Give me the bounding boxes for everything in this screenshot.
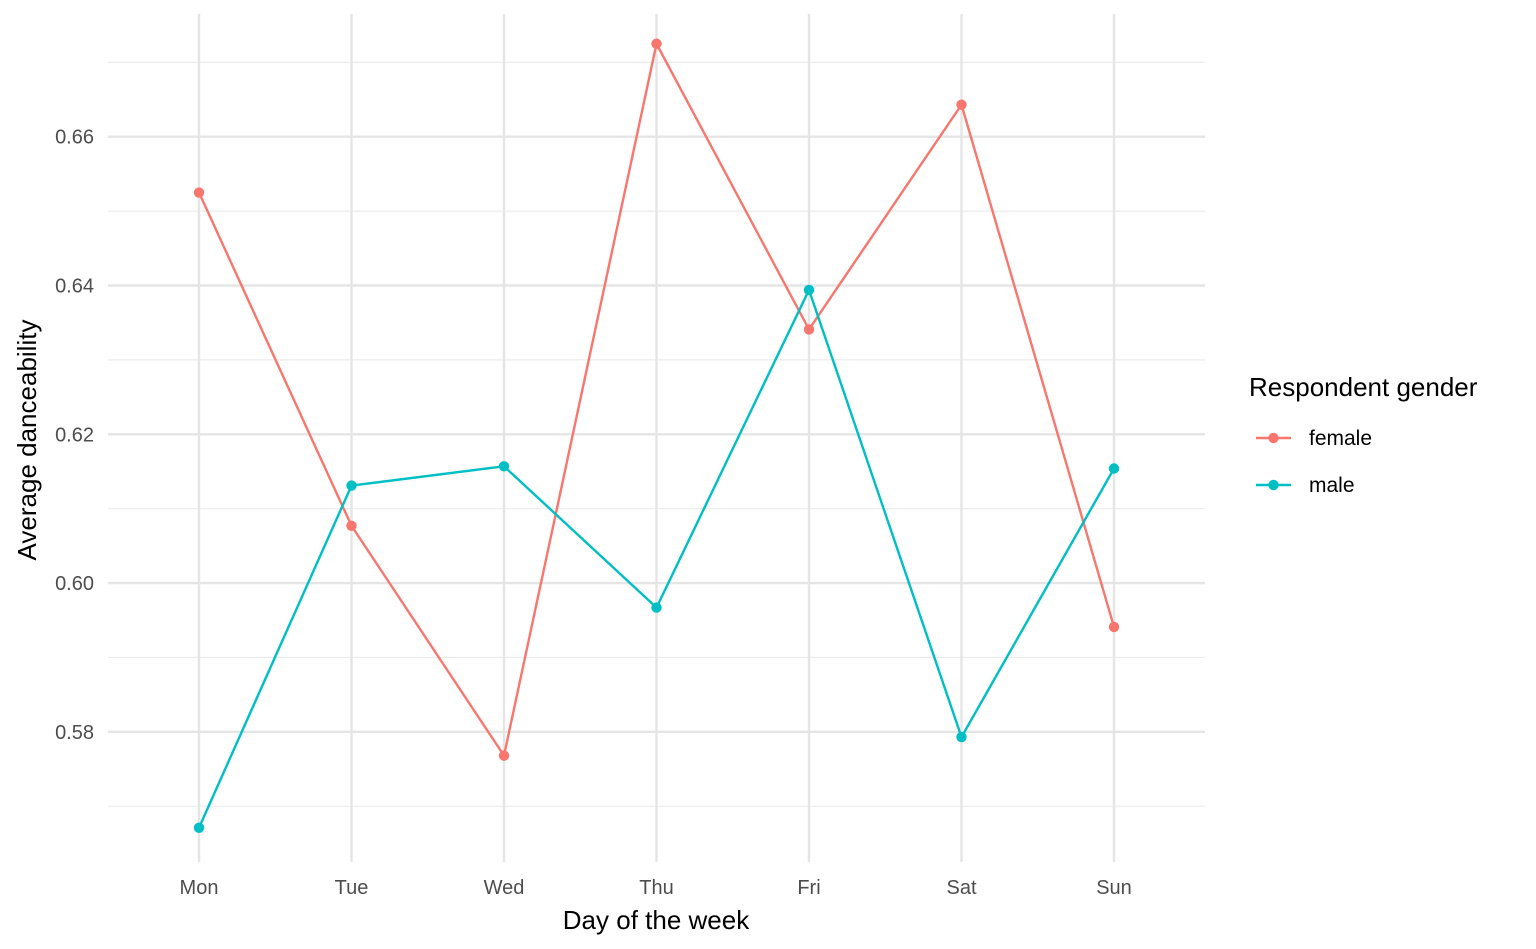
y-tick-label: 0.62 [55, 424, 94, 446]
grid-lines [108, 14, 1205, 862]
legend: Respondent gender female male [1249, 372, 1478, 497]
x-tick-label: Thu [639, 877, 673, 899]
legend-item-female: female [1256, 427, 1372, 450]
legend-item-male: male [1256, 474, 1355, 497]
data-point-male [1108, 463, 1120, 474]
data-point-female [193, 187, 205, 198]
x-axis-tick-labels: Mon Tue Wed Thu Fri Sat Sun [180, 877, 1132, 899]
y-tick-label: 0.64 [55, 276, 94, 298]
y-axis-tick-labels: 0.58 0.60 0.62 0.64 0.66 [55, 127, 94, 744]
x-tick-label: Sat [946, 877, 976, 899]
data-point-male [803, 284, 815, 296]
data-point-male [651, 602, 662, 613]
legend-title: Respondent gender [1249, 372, 1478, 402]
data-point-female [498, 750, 510, 761]
x-tick-label: Tue [335, 877, 369, 899]
data-point-female [1108, 621, 1120, 633]
y-axis-title: Average danceability [12, 320, 42, 561]
y-tick-label: 0.66 [55, 127, 94, 149]
y-tick-label: 0.60 [55, 573, 94, 595]
x-tick-label: Sun [1096, 877, 1132, 899]
data-point-female [346, 520, 357, 531]
legend-key-point [1268, 432, 1279, 444]
x-tick-label: Fri [797, 877, 820, 899]
series-points [193, 38, 1120, 833]
data-point-male [498, 461, 510, 472]
x-tick-label: Wed [484, 877, 525, 899]
data-point-female [651, 38, 662, 49]
data-point-female [956, 99, 967, 110]
y-tick-label: 0.58 [55, 722, 94, 744]
data-point-male [956, 731, 967, 743]
data-point-male [346, 480, 357, 491]
legend-key-point [1268, 479, 1279, 491]
legend-label: female [1309, 427, 1372, 450]
x-axis-title: Day of the week [563, 905, 750, 935]
legend-items: female male [1256, 427, 1372, 497]
data-point-male [193, 822, 205, 833]
data-point-female [803, 324, 815, 335]
x-tick-label: Mon [180, 877, 219, 899]
legend-label: male [1309, 474, 1355, 497]
